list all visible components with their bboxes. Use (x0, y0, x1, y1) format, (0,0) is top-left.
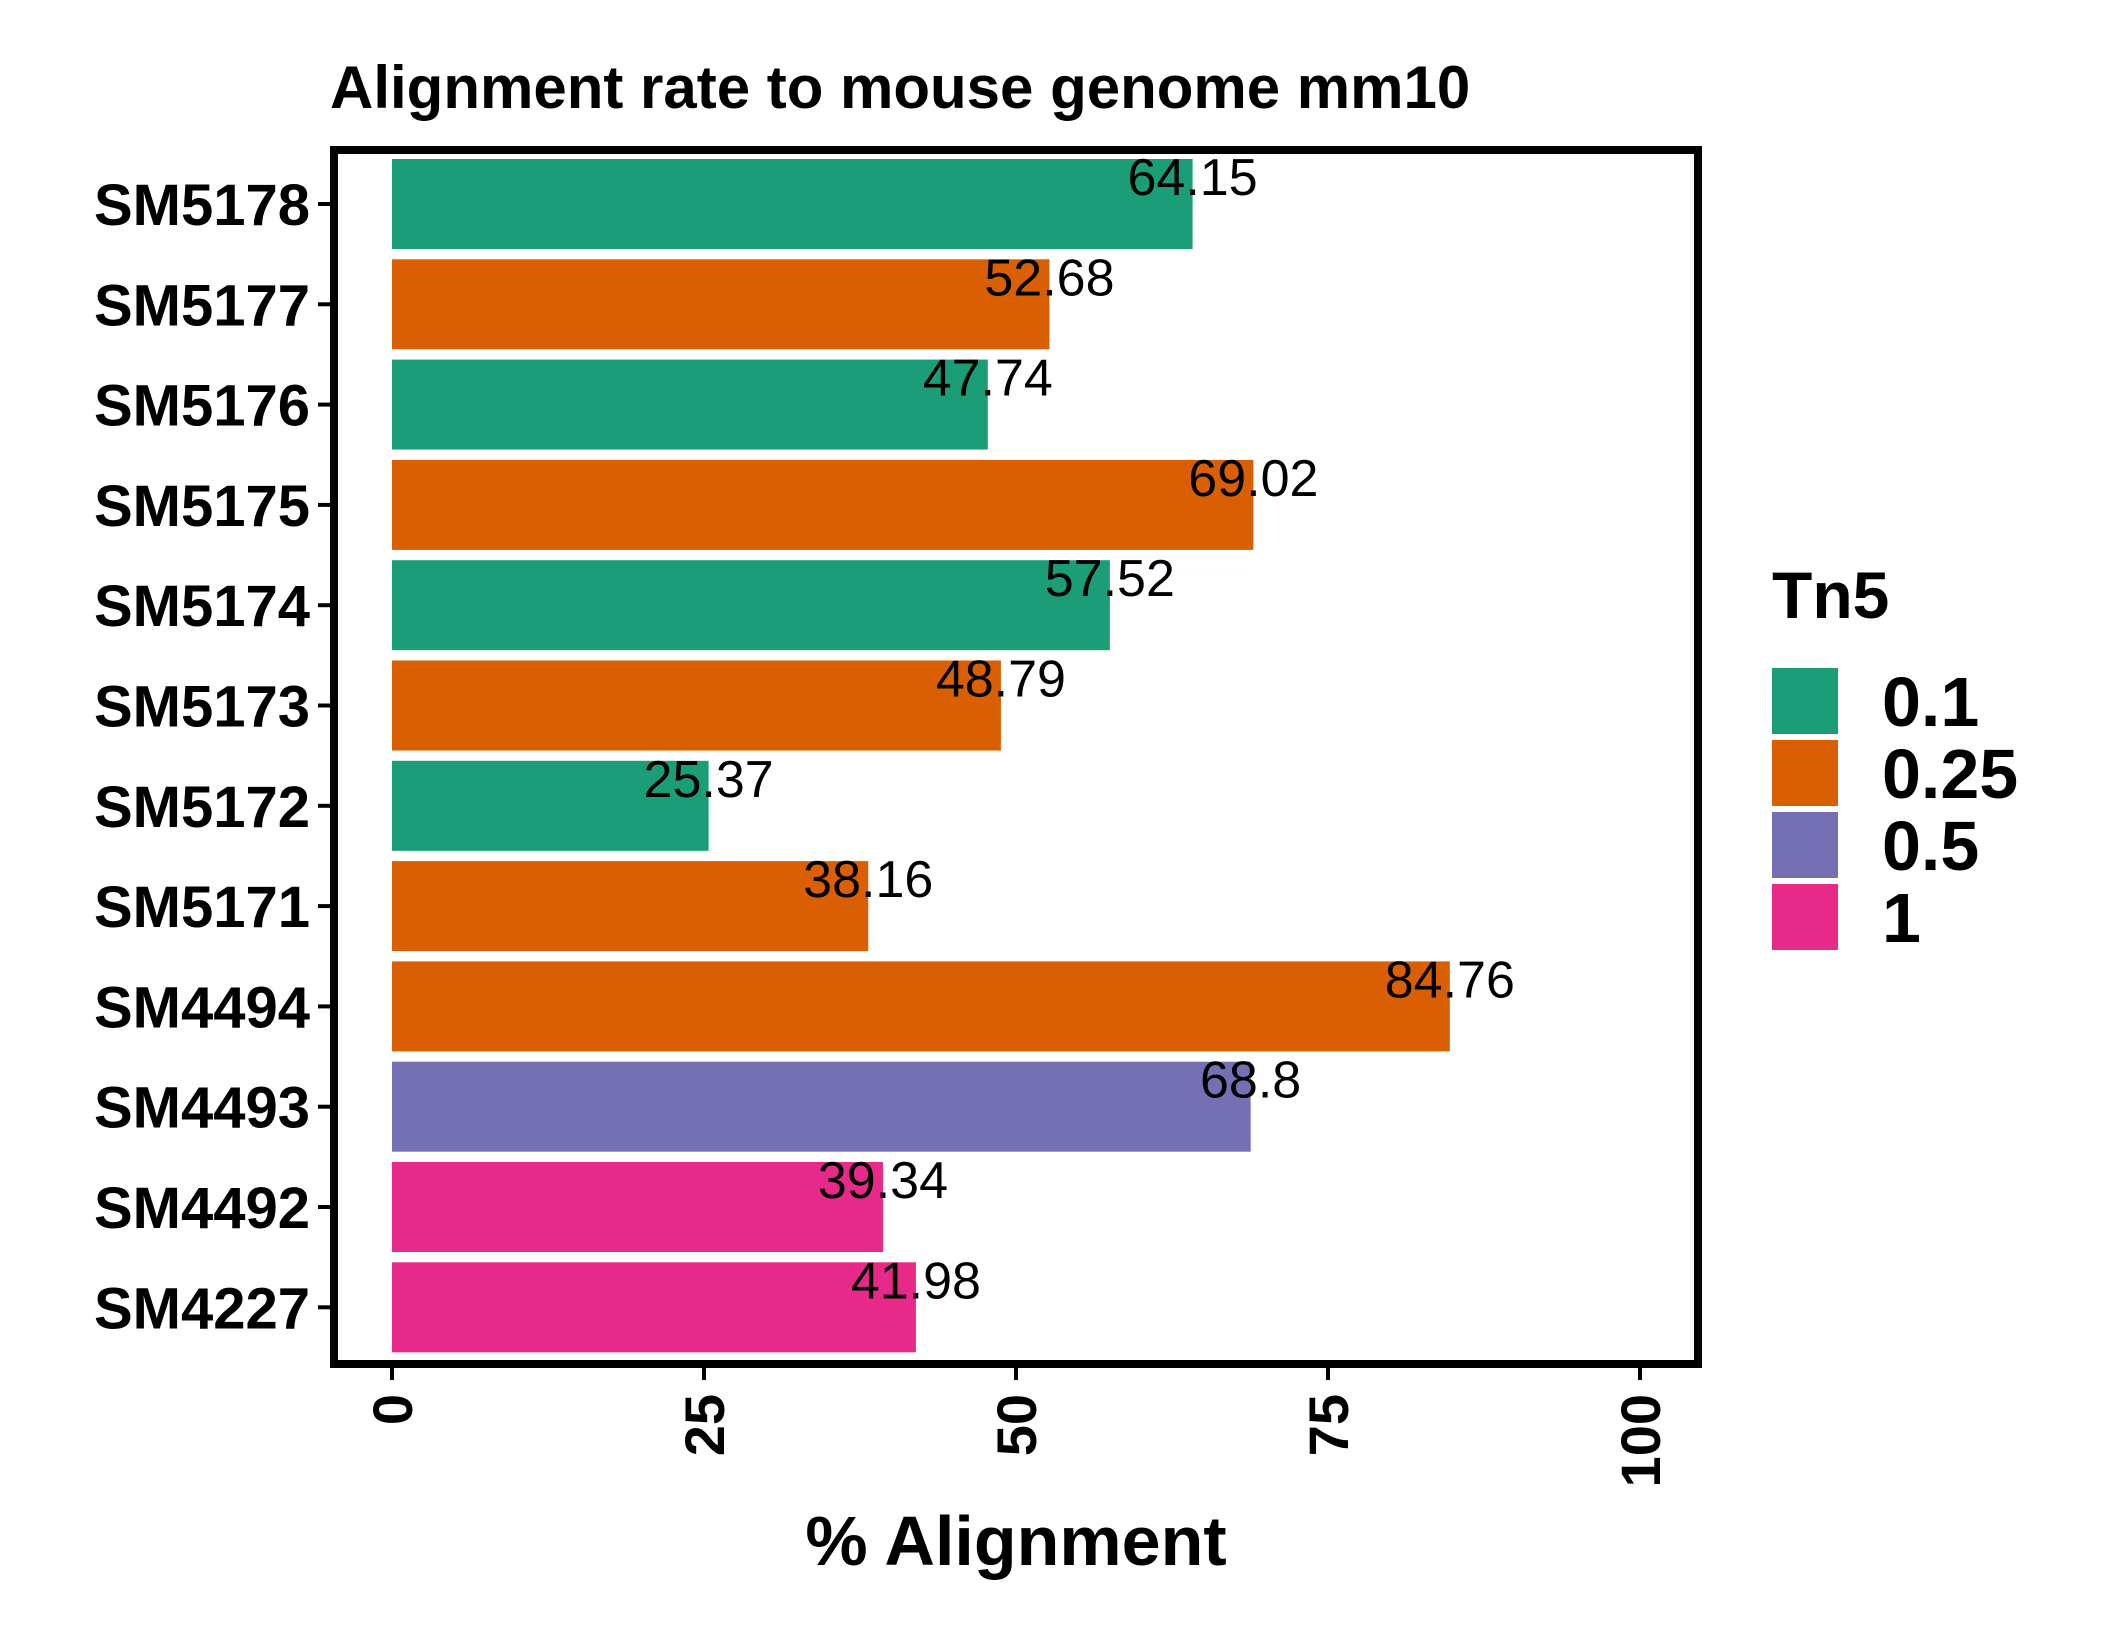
x-tick-label-25: 25 (673, 1394, 736, 1456)
y-tick-label-sm4493: SM4493 (94, 1076, 310, 1141)
legend-title: Tn5 (1772, 558, 1889, 632)
legend-label-1: 1 (1882, 879, 1921, 957)
x-tick-label-75: 75 (1297, 1394, 1360, 1456)
legend-swatch-0-1 (1772, 668, 1838, 734)
x-axis: 0 25 50 75 100 (361, 1364, 1672, 1487)
bar-sm5176 (392, 359, 988, 450)
data-label-sm5174: 57.52 (1045, 550, 1175, 608)
bar-sm5175 (392, 459, 1254, 550)
legend-swatch-0-25 (1772, 740, 1838, 806)
bar-sm4227 (392, 1262, 916, 1353)
data-label-sm5178: 64.15 (1128, 149, 1258, 207)
bar-sm5172 (392, 760, 709, 851)
y-tick-label-sm5173: SM5173 (94, 675, 310, 740)
x-tick-label-0: 0 (361, 1394, 424, 1425)
y-tick-label-sm5172: SM5172 (94, 775, 310, 840)
y-tick-label-sm5171: SM5171 (94, 875, 310, 940)
y-tick-label-sm4494: SM4494 (94, 975, 310, 1040)
legend-swatch-0-5 (1772, 812, 1838, 878)
y-axis: SM5178 SM5177 SM5176 SM5175 SM5174 SM5173 SM51… (94, 173, 334, 1341)
y-tick-label-sm5174: SM5174 (94, 574, 310, 639)
x-tick-label-50: 50 (985, 1394, 1048, 1456)
y-tick-label-sm5177: SM5177 (94, 273, 310, 338)
bar-sm4494 (392, 961, 1450, 1052)
bar-sm5174 (392, 560, 1110, 651)
bar-sm4493 (392, 1061, 1251, 1152)
x-axis-label: % Alignment (805, 1502, 1226, 1580)
data-label-sm4493: 68.8 (1200, 1052, 1301, 1110)
chart-title: Alignment rate to mouse genome mm10 (330, 54, 1470, 121)
data-label-sm4227: 41.98 (851, 1252, 981, 1310)
data-label-sm5177: 52.68 (984, 249, 1114, 307)
data-label-sm5176: 47.74 (923, 350, 1053, 408)
data-label-sm4494: 84.76 (1385, 951, 1515, 1009)
legend: Tn5 0.10.250.51 (1772, 558, 2018, 957)
data-label-sm5171: 38.16 (803, 851, 933, 909)
y-tick-label-sm5178: SM5178 (94, 173, 310, 238)
data-label-sm5175: 69.02 (1188, 450, 1318, 508)
y-tick-label-sm4492: SM4492 (94, 1176, 310, 1241)
bars-layer (392, 159, 1450, 1353)
legend-label-0-5: 0.5 (1882, 807, 1979, 885)
bar-sm4492 (392, 1162, 883, 1252)
data-label-sm5173: 48.79 (936, 651, 1066, 709)
bar-sm5177 (392, 259, 1050, 350)
data-label-sm5172: 25.37 (644, 751, 774, 809)
y-tick-label-sm5176: SM5176 (94, 374, 310, 439)
bar-sm5178 (392, 159, 1193, 249)
legend-label-0-1: 0.1 (1882, 663, 1979, 741)
bar-sm5171 (392, 861, 869, 952)
legend-swatch-1 (1772, 884, 1838, 950)
y-tick-label-sm4227: SM4227 (94, 1276, 310, 1341)
x-tick-label-100: 100 (1609, 1394, 1672, 1487)
data-label-sm4492: 39.34 (818, 1152, 948, 1210)
y-tick-label-sm5175: SM5175 (94, 474, 310, 539)
legend-label-0-25: 0.25 (1882, 735, 2018, 813)
bar-sm5173 (392, 660, 1001, 751)
